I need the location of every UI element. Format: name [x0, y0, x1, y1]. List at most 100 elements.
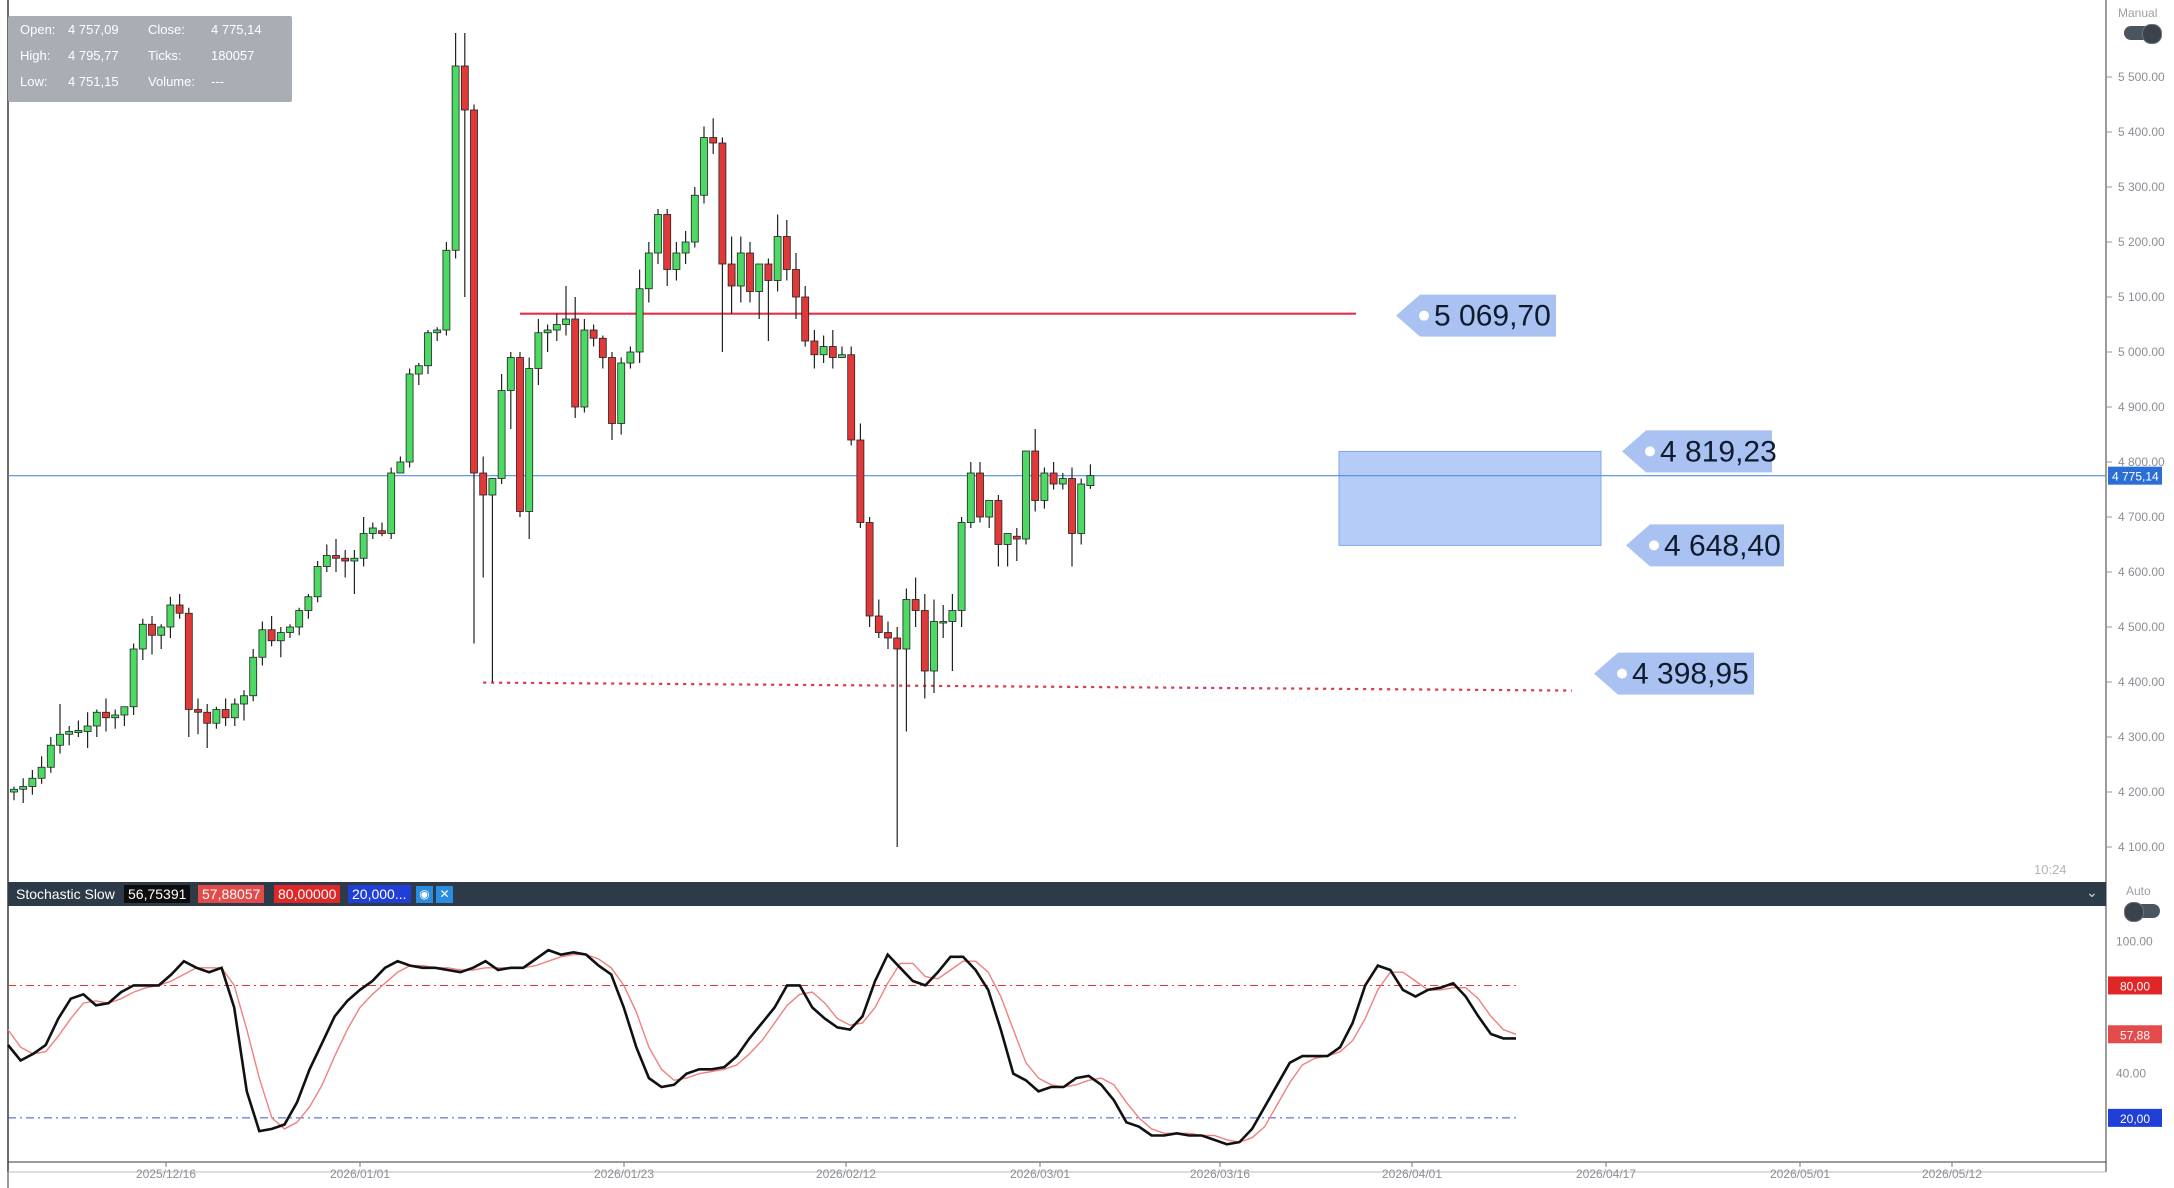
candle-up [28, 777, 37, 787]
candle-up [690, 194, 699, 243]
candle-down [911, 599, 920, 611]
candle-down [203, 711, 212, 724]
candle-down [764, 263, 773, 281]
candle-up [635, 288, 644, 353]
low-value: 4 751,15 [68, 74, 119, 89]
indicator-title: Stochastic Slow [16, 886, 115, 902]
candle-down [267, 629, 276, 642]
candle-down [920, 610, 929, 672]
indicator-scale-mode-label: Auto [2126, 884, 2151, 898]
candle-up [506, 357, 515, 391]
candle-down [194, 709, 202, 713]
stoch-upper-badge-label: 80,00 [2120, 979, 2150, 993]
range-top-callout-label: 4 819,23 [1660, 435, 1777, 468]
candle-up [424, 332, 432, 367]
time-tick-label: 2025/12/16 [136, 1167, 196, 1181]
eye-icon[interactable]: ◉ [416, 886, 433, 903]
candle-up [497, 390, 506, 479]
range-box-layer [1338, 450, 1602, 546]
candle-down [856, 439, 865, 523]
close-icon[interactable]: ✕ [436, 886, 453, 903]
candle-up [276, 632, 285, 642]
candle-up [313, 566, 322, 598]
stoch-tick-label: 40.00 [2116, 1067, 2146, 1081]
stoch-d-badge-label: 57,88 [2120, 1028, 2150, 1042]
candle-up [56, 733, 64, 746]
candle-up [626, 351, 635, 364]
callouts-layer: 5 069,70 4 819,23 4 648,40 4 398,95 [1396, 294, 1784, 695]
horizontal-lines-layer [8, 312, 2106, 692]
candle-up [543, 329, 552, 334]
candle-down [175, 604, 184, 614]
time-axis: 2025/12/16 2026/01/01 2026/01/23 2026/02/12… [136, 1162, 1982, 1181]
candle-down [709, 137, 718, 144]
candle-up [562, 318, 570, 325]
price-tick-label: 4 300.00 [2118, 730, 2165, 744]
candle-up [902, 599, 911, 650]
time-readout: 10:24 [2034, 862, 2067, 877]
candle-up [451, 65, 460, 251]
time-tick-label: 2026/04/17 [1576, 1167, 1636, 1181]
candle-down [976, 472, 984, 518]
candle-up [966, 472, 975, 523]
candle-down [828, 346, 837, 358]
candle-up [368, 527, 377, 534]
candle-up [736, 252, 745, 287]
candle-up [488, 478, 497, 496]
candle-up [212, 709, 221, 724]
candle-up [700, 137, 708, 196]
candle-down [874, 615, 883, 633]
candle-down [884, 632, 892, 639]
resistance-callout-shape [1396, 294, 1556, 337]
candle-down [663, 214, 672, 270]
candle-down [801, 296, 810, 342]
candle-up [755, 263, 764, 292]
candle-up [37, 766, 46, 779]
candle-up [838, 354, 846, 358]
price-tick-label: 5 500.00 [2118, 70, 2165, 84]
candle-down [810, 340, 819, 356]
price-axis: 4 100.00 4 200.00 4 300.00 4 400.00 4 500.00… [2106, 70, 2165, 854]
range-bottom-callout-label: 4 648,40 [1664, 529, 1781, 562]
candle-up [65, 731, 74, 735]
candle-up [1058, 478, 1067, 485]
stoch-lower-badge [2108, 1108, 2162, 1127]
candle-down [332, 555, 340, 559]
candle-up [10, 788, 18, 793]
candle-down [1049, 472, 1058, 485]
price-tick-label: 5 200.00 [2118, 235, 2165, 249]
candle-down [470, 109, 478, 474]
candle-up [580, 329, 589, 408]
candle-up [433, 329, 442, 334]
open-label: Open: [20, 22, 56, 37]
price-tick-label: 5 000.00 [2118, 345, 2165, 359]
candle-up [957, 522, 966, 611]
candle-up [46, 744, 55, 768]
ohlc-info-panel: Open: 4 757,09 Close: 4 775,14 High: 4 7… [8, 16, 292, 102]
time-tick-label: 2026/01/23 [594, 1167, 654, 1181]
candle-up [83, 725, 92, 732]
price-tick-label: 4 500.00 [2118, 620, 2165, 634]
chevron-down-icon[interactable]: ⌄ [2086, 884, 2098, 900]
candle-down [746, 252, 754, 292]
candle-down [341, 557, 350, 562]
price-tick-label: 4 400.00 [2118, 675, 2165, 689]
low-label: Low: [20, 74, 48, 89]
candle-up [166, 604, 175, 628]
candle-up [74, 730, 83, 734]
candle-down [727, 263, 736, 287]
range-top-callout-dot [1645, 446, 1655, 457]
indicator-scale-mode-toggle[interactable] [2124, 902, 2160, 922]
candle-up [230, 703, 239, 719]
stoch-upper-badge [2108, 976, 2162, 995]
candle-up [681, 241, 690, 254]
price-scale-mode-label: Manual [2118, 6, 2158, 20]
candle-up [286, 626, 294, 633]
last-price-badge-label: 4 775,14 [2112, 470, 2159, 484]
candle-up [92, 711, 101, 727]
candle-down [378, 530, 386, 534]
candle-down [598, 337, 607, 358]
candle-up [939, 621, 948, 624]
price-scale-mode-toggle[interactable] [2124, 24, 2162, 44]
